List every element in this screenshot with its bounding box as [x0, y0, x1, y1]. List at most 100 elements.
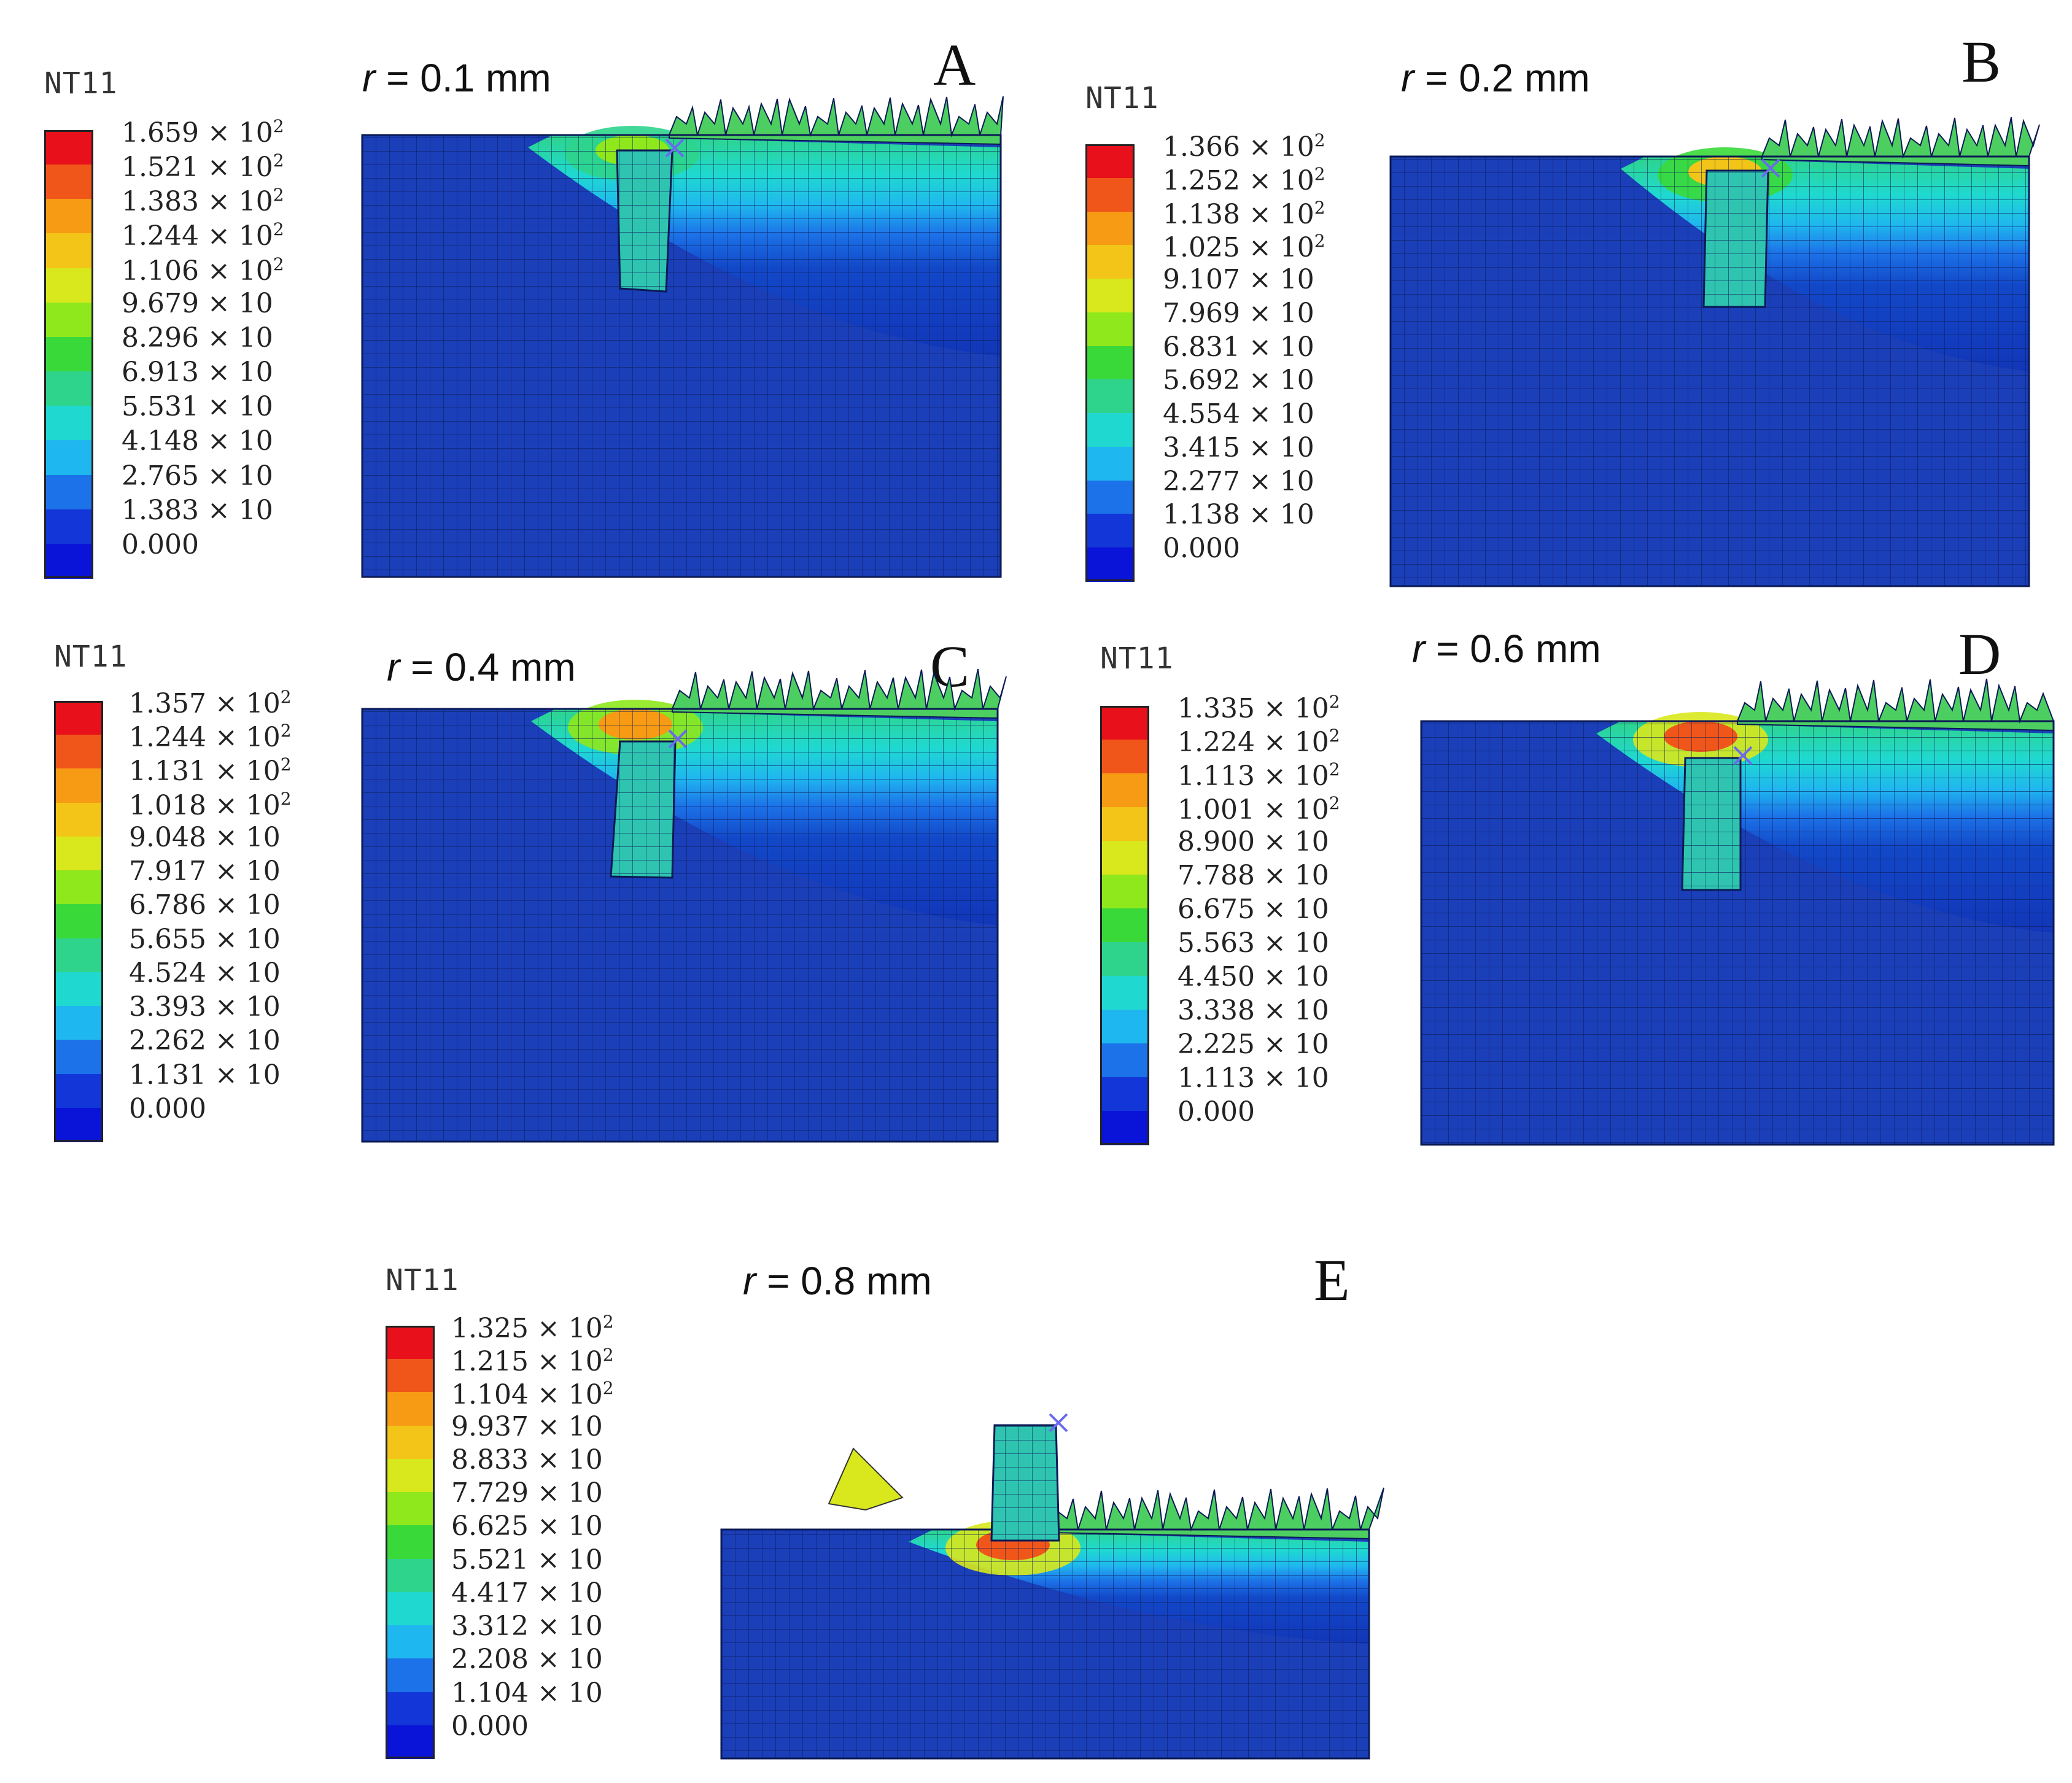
legend-label-mantissa: 3.338 × 10: [1178, 995, 1329, 1026]
legend-label: 0.000: [129, 1093, 206, 1124]
workpiece-outline: [361, 134, 1002, 578]
legend-title: NT11: [1085, 81, 1159, 115]
legend-label: 5.531 × 10: [122, 393, 273, 420]
tool-mesh: [617, 150, 672, 292]
legend-label-mantissa: 3.393 × 10: [129, 991, 281, 1023]
legend-label-mantissa: 6.831 × 10: [1163, 331, 1314, 363]
legend-label-mantissa: 0.000: [129, 1093, 206, 1124]
serrated-chip: [1049, 1487, 1384, 1540]
workpiece-temperature-contour: [361, 96, 1004, 578]
legend-label-mantissa: 1.025 × 10: [1163, 232, 1314, 264]
reference-point-icon: [1761, 158, 1780, 178]
legend-label-mantissa: 5.531 × 10: [122, 391, 273, 423]
legend-label: 7.969 × 10: [1163, 300, 1314, 327]
legend-label-mantissa: 4.554 × 10: [1163, 398, 1314, 430]
legend-label-exponent: 2: [1314, 197, 1325, 218]
legend-label-mantissa: 1.366 × 10: [1163, 131, 1314, 163]
tool-mesh: [1704, 171, 1768, 307]
legend-label-mantissa: 4.148 × 10: [122, 425, 273, 457]
legend-label: 1.224 × 102: [1178, 727, 1340, 756]
legend-label: 6.675 × 10: [1178, 896, 1329, 923]
legend-label: 1.215 × 102: [451, 1347, 614, 1375]
radius-value: = 0.2 mm: [1414, 56, 1590, 100]
legend-label-mantissa: 5.563 × 10: [1178, 927, 1329, 959]
legend-label: 9.048 × 10: [129, 824, 281, 851]
legend-label-exponent: 2: [273, 150, 284, 171]
legend-label-mantissa: 1.113 × 10: [1178, 1062, 1329, 1094]
legend-label-mantissa: 1.335 × 10: [1178, 693, 1329, 724]
legend-label-mantissa: 2.225 × 10: [1178, 1029, 1329, 1060]
legend-label-mantissa: 6.625 × 10: [451, 1510, 603, 1542]
legend-label-exponent: 2: [1314, 130, 1325, 150]
legend-label-mantissa: 1.252 × 10: [1163, 164, 1314, 196]
legend-label: 1.104 × 102: [451, 1380, 614, 1409]
legend-label-mantissa: 1.018 × 10: [129, 789, 281, 821]
legend-label: 5.521 × 10: [451, 1546, 603, 1574]
legend-label-mantissa: 1.357 × 10: [129, 688, 281, 719]
legend-label-mantissa: 1.138 × 10: [1163, 198, 1314, 230]
workpiece-temperature-contour: [361, 668, 1007, 1143]
legend-label-mantissa: 8.833 × 10: [451, 1444, 603, 1476]
panel-letter: B: [1961, 29, 2001, 95]
legend-label-mantissa: 0.000: [122, 528, 199, 560]
legend-label-mantissa: 3.415 × 10: [1163, 431, 1314, 463]
legend-label: 1.383 × 102: [122, 187, 284, 215]
legend-label-mantissa: 4.417 × 10: [451, 1577, 603, 1609]
legend-swatch: [44, 164, 93, 200]
legend-label: 7.788 × 10: [1178, 862, 1329, 889]
radius-value: = 0.6 mm: [1425, 627, 1601, 671]
legend-label-mantissa: 7.969 × 10: [1163, 297, 1314, 329]
legend-label-mantissa: 1.383 × 10: [122, 494, 273, 526]
legend-swatch: [1085, 446, 1135, 481]
legend-colorbar: [1100, 706, 1149, 1145]
legend-label-mantissa: 1.383 × 10: [122, 186, 273, 218]
radius-label: r = 0.2 mm: [1401, 55, 1590, 101]
workpiece-temperature-contour: [1420, 678, 2055, 1146]
legend-label-exponent: 2: [1329, 793, 1340, 813]
legend-label-mantissa: 8.296 × 10: [122, 322, 273, 354]
legend-label-exponent: 2: [1329, 759, 1340, 779]
reference-point-icon: [1049, 1413, 1068, 1433]
legend-label-exponent: 2: [1329, 692, 1340, 712]
legend-label-exponent: 2: [273, 116, 284, 136]
legend-label: 1.357 × 102: [129, 689, 292, 717]
legend-label: 3.393 × 10: [129, 994, 281, 1021]
radius-label: r = 0.1 mm: [362, 55, 551, 101]
legend-label-mantissa: 2.277 × 10: [1163, 465, 1314, 497]
legend-label-mantissa: 5.655 × 10: [129, 923, 281, 955]
legend-label: 2.208 × 10: [451, 1646, 603, 1673]
legend-label: 9.679 × 10: [122, 290, 273, 317]
legend-label: 8.833 × 10: [451, 1444, 603, 1476]
legend-label: 1.138 × 10: [1163, 501, 1314, 528]
legend-label-exponent: 2: [1314, 163, 1325, 184]
legend-label-mantissa: 9.107 × 10: [1163, 264, 1314, 296]
legend-label: 7.917 × 10: [129, 858, 281, 885]
legend-label: 1.018 × 102: [129, 789, 292, 821]
legend-label-exponent: 2: [602, 1312, 614, 1332]
reference-point-icon: [665, 138, 685, 158]
legend-swatch: [54, 938, 103, 973]
legend-swatch: [386, 1592, 435, 1626]
legend-label: 4.524 × 10: [129, 959, 281, 987]
legend-title: NT11: [1100, 641, 1174, 676]
legend-label-mantissa: 3.312 × 10: [451, 1611, 603, 1642]
radius-value: = 0.1 mm: [375, 56, 551, 100]
mesh-grid: [362, 709, 998, 1142]
legend-label: 6.913 × 10: [122, 359, 273, 386]
legend-label: 2.765 × 10: [122, 462, 273, 490]
legend-label-mantissa: 6.675 × 10: [1178, 894, 1329, 925]
legend-label-exponent: 2: [280, 721, 292, 741]
legend-label-mantissa: 0.000: [1178, 1096, 1255, 1127]
legend-label: 1.252 × 102: [1163, 163, 1325, 196]
legend-swatch: [386, 1458, 435, 1493]
legend-colorbar: [54, 701, 103, 1142]
legend-label: 1.001 × 102: [1178, 795, 1340, 824]
legend-label-mantissa: 1.104 × 10: [451, 1379, 603, 1411]
legend-colorbar: [44, 130, 93, 579]
legend-label: 1.106 × 102: [122, 255, 284, 285]
legend-colorbar: [386, 1326, 435, 1759]
legend-swatch: [386, 1326, 435, 1360]
legend-label: 1.383 × 10: [122, 497, 273, 524]
legend-label: 6.831 × 10: [1163, 331, 1314, 363]
legend-label-exponent: 2: [1314, 231, 1325, 252]
